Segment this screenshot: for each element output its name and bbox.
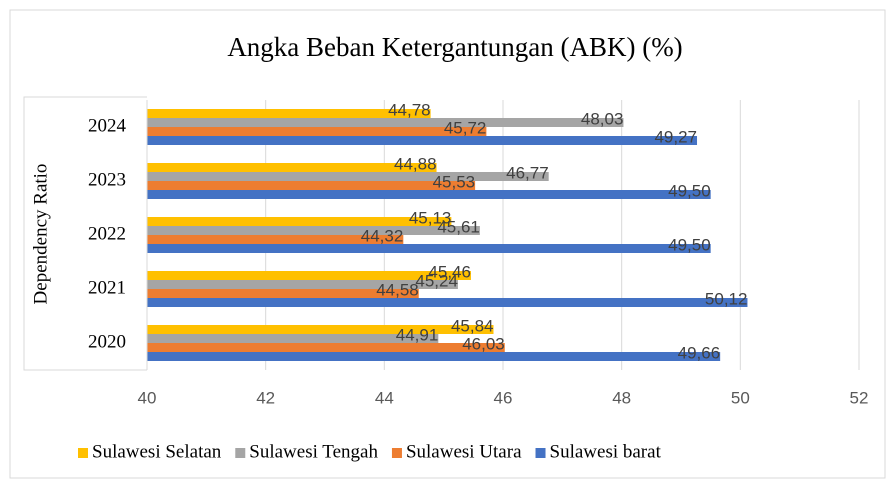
- data-label: 45,84: [451, 316, 494, 335]
- legend-label: Sulawesi Utara: [406, 441, 522, 462]
- bar: [147, 217, 452, 226]
- legend-swatch: [235, 448, 246, 458]
- bar: [147, 289, 419, 298]
- data-label: 44,32: [361, 226, 404, 245]
- bar: [147, 280, 458, 289]
- data-label: 49,66: [678, 343, 721, 362]
- data-label: 50,12: [705, 289, 748, 308]
- bar: [147, 352, 721, 361]
- bar: [147, 325, 494, 334]
- data-label: 49,50: [668, 181, 711, 200]
- x-tick-label: 46: [494, 388, 513, 407]
- data-label: 46,03: [462, 334, 505, 353]
- data-label: 44,88: [394, 154, 437, 173]
- data-label: 45,46: [428, 262, 471, 281]
- data-label: 44,91: [396, 325, 439, 344]
- y-tick-label: 2023: [88, 169, 126, 190]
- legend-swatch: [391, 448, 402, 458]
- legend-label: Sulawesi Tengah: [249, 441, 378, 462]
- x-tick-label: 40: [138, 388, 157, 407]
- data-label: 45,24: [415, 271, 458, 290]
- bar: [147, 163, 437, 172]
- y-tick-label: 2022: [88, 223, 126, 244]
- bar: [147, 271, 471, 280]
- x-tick-label: 42: [256, 388, 275, 407]
- y-tick-label: 2021: [88, 277, 126, 298]
- chart-title: Angka Beban Ketergantungan (ABK) (%): [227, 32, 682, 62]
- bar: [147, 235, 404, 244]
- bar: [147, 118, 624, 127]
- data-label: 45,53: [433, 172, 476, 191]
- legend-swatch: [78, 448, 88, 458]
- data-label: 49,50: [668, 235, 711, 254]
- legend-swatch: [535, 448, 546, 458]
- legend-label: Sulawesi barat: [550, 441, 662, 462]
- x-tick-label: 52: [850, 388, 869, 407]
- data-label: 49,27: [654, 127, 697, 146]
- legend-label: Sulawesi Selatan: [92, 441, 222, 462]
- bar: [147, 172, 549, 181]
- x-tick-label: 50: [731, 388, 750, 407]
- bar: [147, 109, 431, 118]
- axis-title-frame: [23, 96, 147, 371]
- data-label: 44,78: [388, 100, 431, 119]
- data-label: 45,13: [409, 208, 452, 227]
- y-tick-label: 2020: [88, 331, 126, 352]
- bar: [147, 136, 698, 145]
- y-tick-label: 2024: [88, 115, 127, 136]
- x-tick-label: 44: [375, 388, 394, 407]
- data-label: 45,61: [437, 217, 480, 236]
- data-label: 46,77: [506, 163, 549, 182]
- bar: [147, 127, 487, 136]
- data-label: 45,72: [444, 118, 487, 137]
- data-label: 48,03: [581, 109, 624, 128]
- bar: [147, 190, 711, 199]
- bar: [147, 244, 711, 253]
- data-label: 44,58: [376, 280, 419, 299]
- bar: [147, 181, 476, 190]
- bar: [147, 334, 439, 343]
- bar: [147, 298, 748, 307]
- bar: [147, 226, 480, 235]
- y-axis-title: Dependency Ratio: [30, 164, 51, 305]
- bar: [147, 343, 505, 352]
- x-tick-label: 48: [612, 388, 631, 407]
